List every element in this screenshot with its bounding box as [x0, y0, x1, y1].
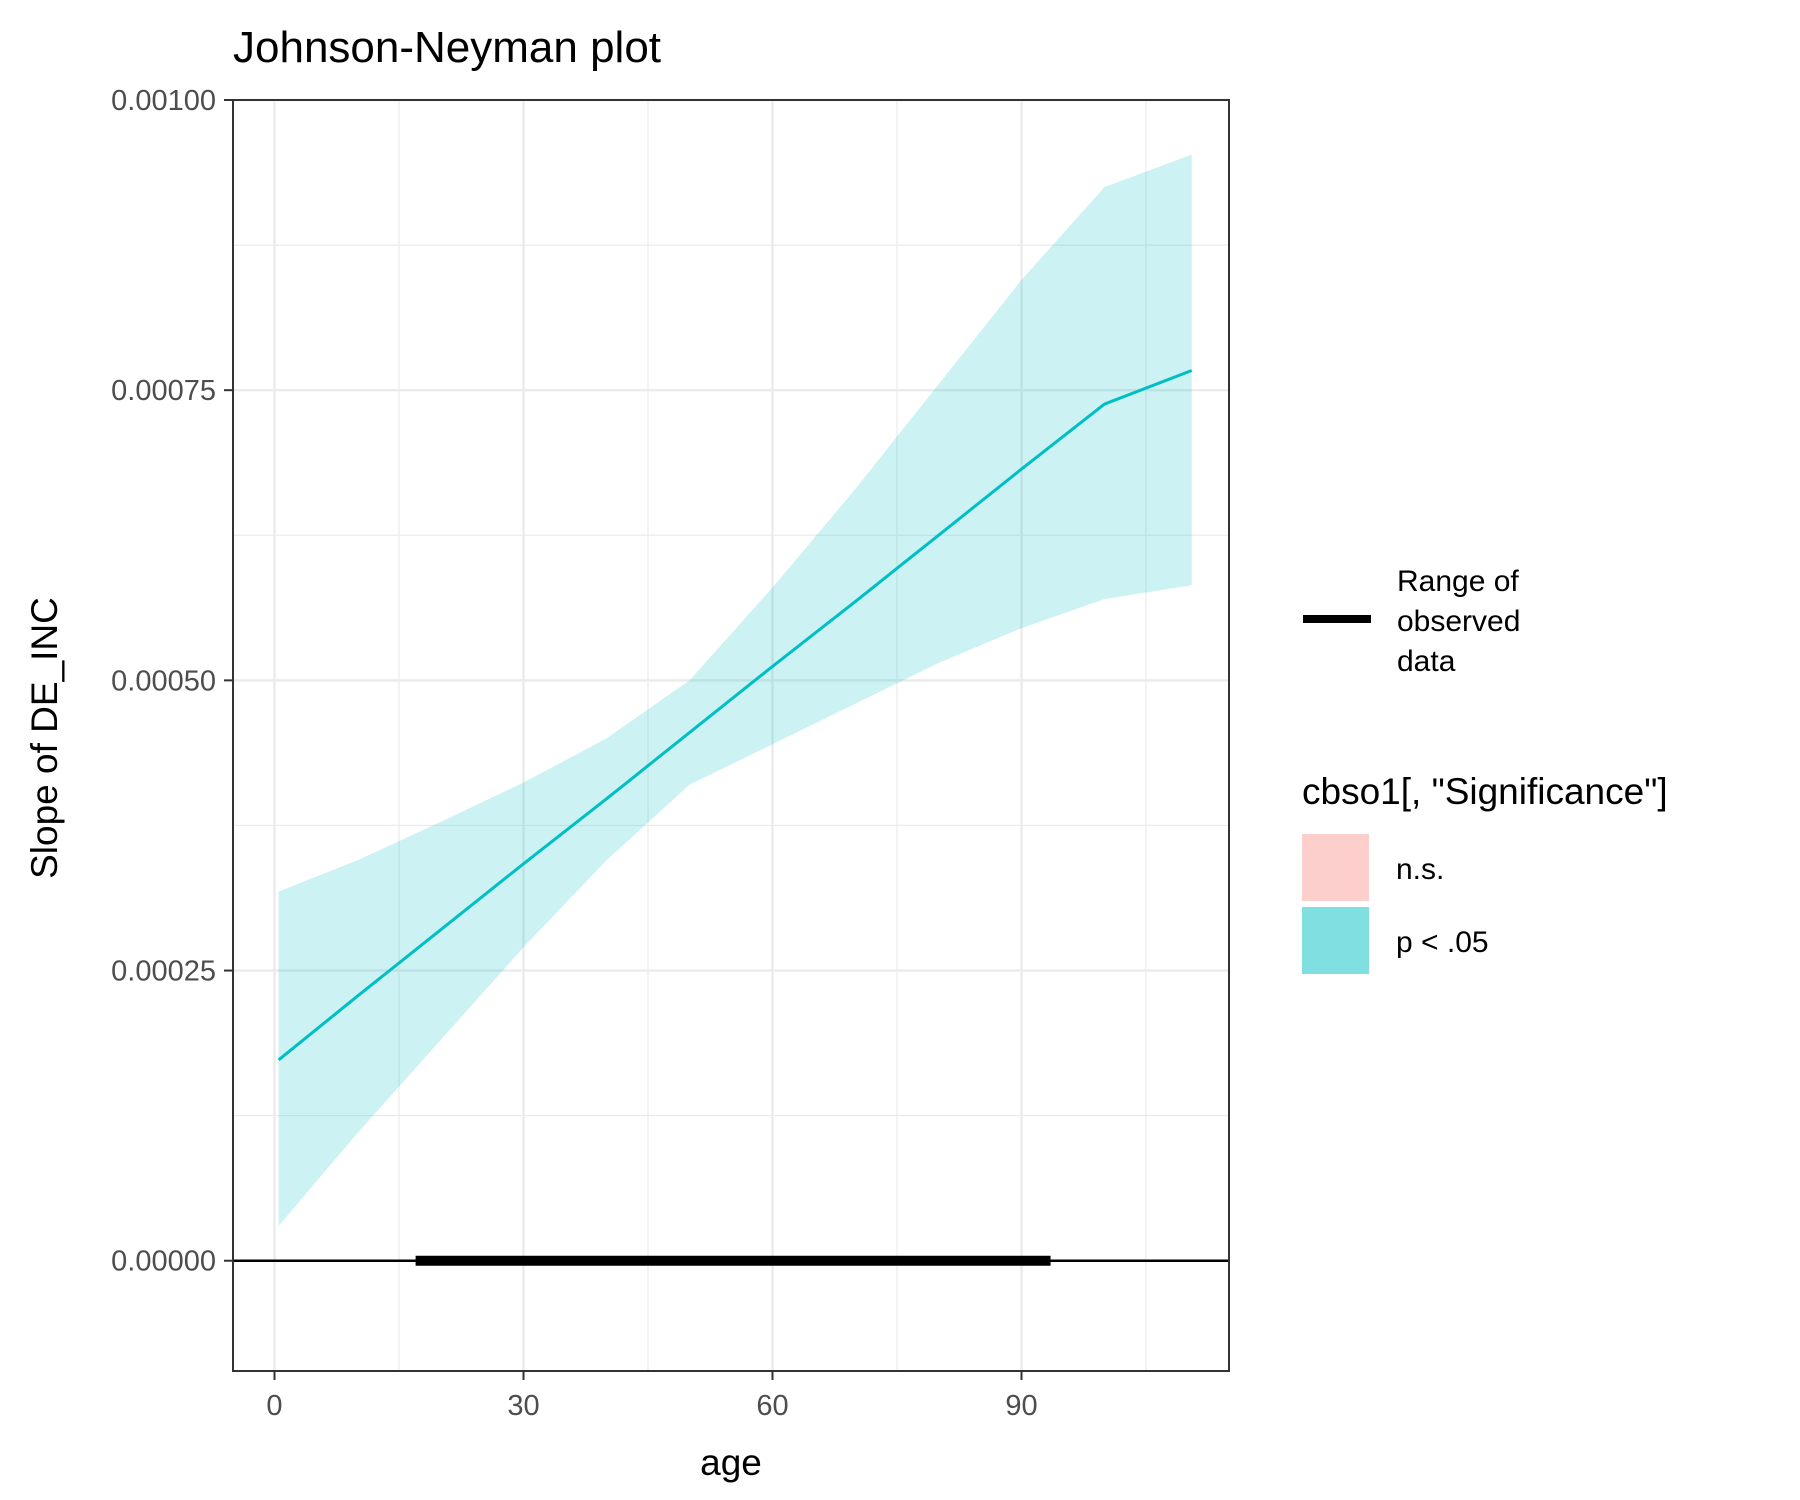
y-axis: 0.00000 0.00025 0.00050 0.00075 0.00100: [111, 85, 233, 1278]
legend-significance-title: cbso1[, "Significance"]: [1302, 771, 1668, 812]
y-tick-label-2: 0.00050: [111, 665, 216, 697]
legend-range: Range of observed data: [1303, 565, 1520, 678]
minor-gridlines: [233, 100, 1229, 1371]
slope-line: [277, 369, 1193, 1062]
x-tick-label-2: 60: [756, 1390, 788, 1422]
legend: Range of observed data cbso1[, "Signific…: [1302, 565, 1668, 974]
legend-range-label-line-1: Range of: [1397, 565, 1519, 598]
y-tick-label-3: 0.00075: [111, 375, 216, 407]
legend-ns-swatch: [1302, 834, 1369, 901]
x-tick-label-3: 90: [1005, 1390, 1037, 1422]
x-axis-title: age: [700, 1442, 762, 1483]
confidence-band: [278, 154, 1192, 1226]
panel-border: [232, 99, 1230, 1372]
y-tick-label-4: 0.00100: [111, 85, 216, 117]
confidence-band-layer: [278, 154, 1192, 1226]
x-tick-label-1: 30: [507, 1390, 539, 1422]
x-tick-label-0: 0: [266, 1390, 282, 1422]
chart-title: Johnson-Neyman plot: [233, 23, 661, 72]
major-gridlines: [233, 98, 1229, 1371]
legend-ns-label: n.s.: [1396, 853, 1444, 886]
legend-sig-swatch: [1302, 907, 1369, 974]
slope-line-layer: [277, 369, 1193, 1062]
legend-range-label-line-3: data: [1397, 645, 1456, 678]
legend-range-label-line-2: observed: [1397, 605, 1520, 638]
legend-item-ns: n.s.: [1302, 834, 1444, 901]
y-tick-label-1: 0.00025: [111, 956, 216, 988]
y-axis-title: Slope of DE_INC: [24, 597, 65, 879]
legend-sig-label: p < .05: [1396, 926, 1489, 959]
y-tick-label-0: 0.00000: [111, 1246, 216, 1278]
legend-item-sig: p < .05: [1302, 907, 1489, 974]
x-axis: 0 30 60 90: [266, 1371, 1038, 1422]
